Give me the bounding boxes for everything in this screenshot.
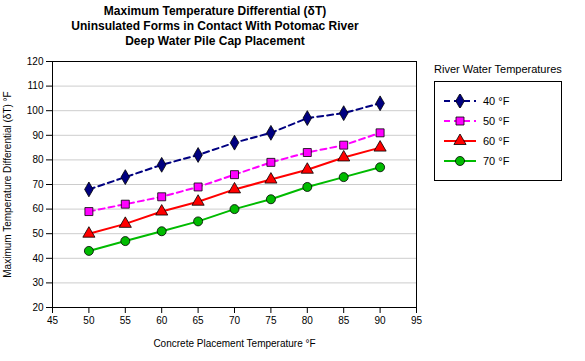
svg-text:90: 90	[375, 315, 387, 326]
svg-text:60: 60	[32, 203, 44, 214]
html-text:40 °F: 40 °F	[483, 95, 510, 107]
svg-text:80: 80	[32, 154, 44, 165]
svg-text:50: 50	[83, 315, 95, 326]
html-text:70 °F: 70 °F	[483, 155, 510, 167]
html-text:60 °F: 60 °F	[483, 135, 510, 147]
html-text:River Water Temperatures: River Water Temperatures	[434, 63, 562, 75]
svg-text:60: 60	[156, 315, 168, 326]
svg-text:70: 70	[32, 179, 44, 190]
svg-text:70: 70	[229, 315, 241, 326]
html-text:50 °F: 50 °F	[483, 115, 510, 127]
html-text:Deep Water Pile Cap Placement: Deep Water Pile Cap Placement	[125, 34, 305, 48]
svg-text:120: 120	[27, 56, 44, 67]
svg-text:40: 40	[32, 253, 44, 264]
svg-text:85: 85	[338, 315, 350, 326]
svg-text:20: 20	[32, 302, 44, 313]
svg-text:75: 75	[265, 315, 277, 326]
svg-text:110: 110	[28, 80, 44, 91]
svg-text:30: 30	[32, 277, 44, 288]
svg-text:80: 80	[302, 315, 314, 326]
html-text:Maximum Temperature Differenti: Maximum Temperature Differential (δT)	[103, 4, 327, 18]
svg-text:50: 50	[32, 228, 44, 239]
svg-text:100: 100	[27, 105, 44, 116]
svg-text:Maximum Temperature Differenti: Maximum Temperature Differential (δT) °F	[2, 91, 13, 277]
html-text:Uninsulated Forms in Contact W: Uninsulated Forms in Contact With Potoma…	[71, 19, 359, 33]
svg-text:45: 45	[47, 315, 59, 326]
svg-text:65: 65	[193, 315, 205, 326]
svg-text:95: 95	[411, 315, 423, 326]
svg-text:Concrete Placement Temperature: Concrete Placement Temperature °F	[153, 338, 315, 349]
svg-text:55: 55	[120, 315, 132, 326]
svg-text:90: 90	[32, 130, 44, 141]
